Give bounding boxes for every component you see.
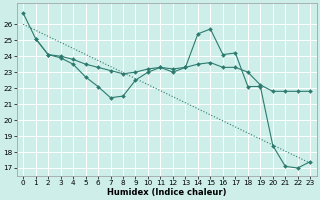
X-axis label: Humidex (Indice chaleur): Humidex (Indice chaleur) bbox=[107, 188, 227, 197]
